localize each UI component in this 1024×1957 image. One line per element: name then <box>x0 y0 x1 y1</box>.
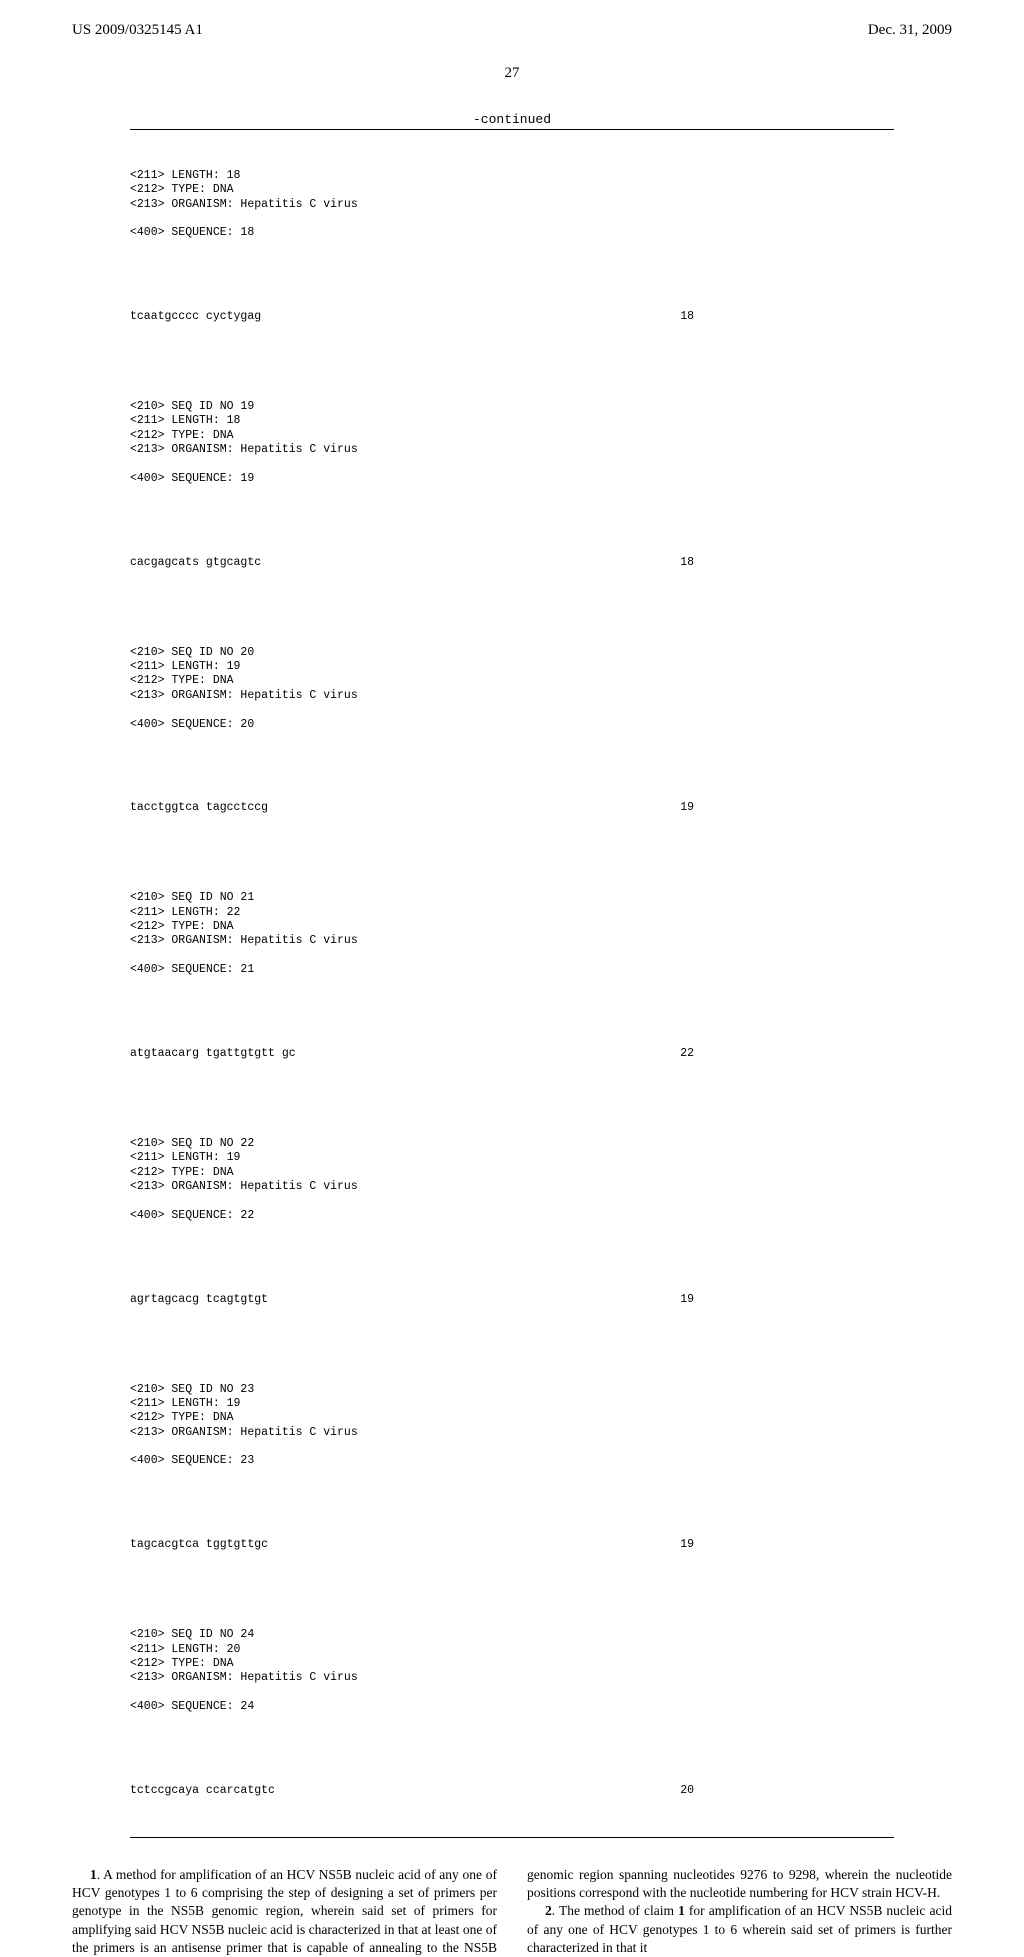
page-number: 27 <box>0 65 1024 82</box>
sequence-entry: <210> SEQ ID NO 21 <211> LENGTH: 22 <212… <box>130 863 894 1091</box>
sequence-length: 19 <box>680 1293 894 1307</box>
sequence-entry: <210> SEQ ID NO 19 <211> LENGTH: 18 <212… <box>130 371 894 599</box>
sequence-length: 18 <box>680 310 894 324</box>
sequence-line: tagcacgtca tggtgttgc 19 <box>130 1538 894 1552</box>
sequence-entry: <211> LENGTH: 18 <212> TYPE: DNA <213> O… <box>130 140 894 353</box>
claim-number: 1 <box>90 1867 97 1882</box>
sequence-line: atgtaacarg tgattgtgtt gc 22 <box>130 1047 894 1061</box>
sequence-meta: <210> SEQ ID NO 23 <211> LENGTH: 19 <212… <box>130 1383 894 1469</box>
sequence-text: atgtaacarg tgattgtgtt gc <box>130 1047 296 1061</box>
sequence-length: 19 <box>680 801 894 815</box>
sequence-text: tctccgcaya ccarcatgtc <box>130 1784 275 1798</box>
sequence-entry: <210> SEQ ID NO 22 <211> LENGTH: 19 <212… <box>130 1108 894 1336</box>
sequence-meta: <210> SEQ ID NO 20 <211> LENGTH: 19 <212… <box>130 646 894 732</box>
sequence-entry: <210> SEQ ID NO 24 <211> LENGTH: 20 <212… <box>130 1599 894 1827</box>
sequence-text: tagcacgtca tggtgttgc <box>130 1538 268 1552</box>
page-header: US 2009/0325145 A1 Dec. 31, 2009 <box>0 0 1024 39</box>
sequence-meta: <210> SEQ ID NO 21 <211> LENGTH: 22 <212… <box>130 891 894 977</box>
sequence-text: tcaatgcccc cyctygag <box>130 310 261 324</box>
claim-paragraph: 2. The method of claim 1 for amplificati… <box>527 1902 952 1957</box>
sequence-line: tctccgcaya ccarcatgtc 20 <box>130 1784 894 1798</box>
sequence-line: tacctggtca tagcctccg 19 <box>130 801 894 815</box>
sequence-line: tcaatgcccc cyctygag 18 <box>130 310 894 324</box>
sequence-text: tacctggtca tagcctccg <box>130 801 268 815</box>
sequence-listing-block: <211> LENGTH: 18 <212> TYPE: DNA <213> O… <box>130 129 894 1838</box>
sequence-length: 19 <box>680 1538 894 1552</box>
sequence-entry: <210> SEQ ID NO 20 <211> LENGTH: 19 <212… <box>130 617 894 845</box>
sequence-line: cacgagcats gtgcagtc 18 <box>130 556 894 570</box>
publication-number: US 2009/0325145 A1 <box>72 22 203 39</box>
claim-ref: 1 <box>678 1903 685 1918</box>
sequence-text: agrtagcacg tcagtgtgt <box>130 1293 268 1307</box>
sequence-meta: <210> SEQ ID NO 22 <211> LENGTH: 19 <212… <box>130 1137 894 1223</box>
sequence-length: 20 <box>680 1784 894 1798</box>
continued-label: -continued <box>0 112 1024 127</box>
publication-date: Dec. 31, 2009 <box>868 22 952 39</box>
claims-body: 1. A method for amplification of an HCV … <box>72 1866 952 1957</box>
sequence-meta: <210> SEQ ID NO 24 <211> LENGTH: 20 <212… <box>130 1628 894 1714</box>
sequence-meta: <211> LENGTH: 18 <212> TYPE: DNA <213> O… <box>130 169 894 241</box>
claim-text-intro: . The method of claim <box>552 1903 678 1918</box>
sequence-line: agrtagcacg tcagtgtgt 19 <box>130 1293 894 1307</box>
sequence-entry: <210> SEQ ID NO 23 <211> LENGTH: 19 <212… <box>130 1354 894 1582</box>
sequence-meta: <210> SEQ ID NO 19 <211> LENGTH: 18 <212… <box>130 400 894 486</box>
claim-number: 2 <box>545 1903 552 1918</box>
sequence-length: 22 <box>680 1047 894 1061</box>
sequence-text: cacgagcats gtgcagtc <box>130 556 261 570</box>
sequence-length: 18 <box>680 556 894 570</box>
